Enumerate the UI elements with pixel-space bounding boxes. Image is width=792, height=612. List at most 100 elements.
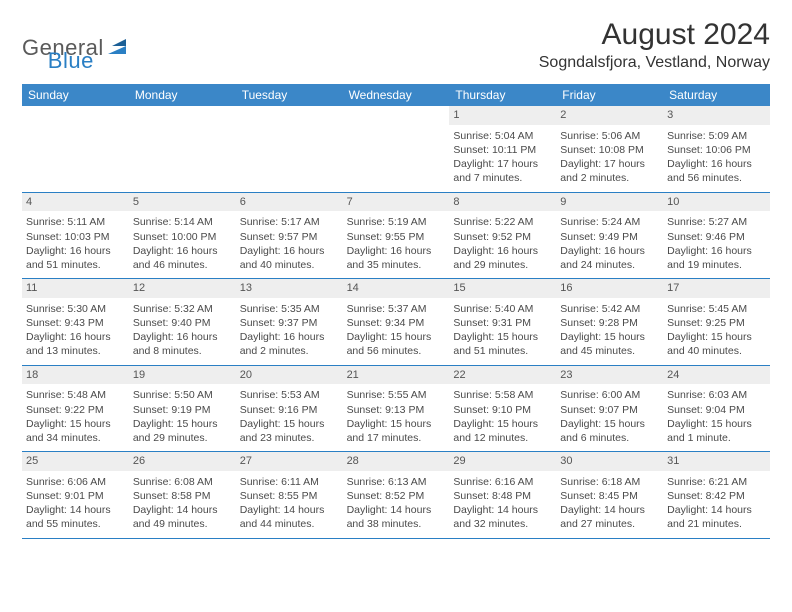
day-cell (343, 106, 450, 192)
sunrise-text: Sunrise: 5:04 AM (453, 129, 552, 143)
header: General Blue August 2024 Sogndalsfjora, … (22, 18, 770, 74)
sunset-text: Sunset: 9:37 PM (240, 316, 339, 330)
day-cell: 5Sunrise: 5:14 AMSunset: 10:00 PMDayligh… (129, 193, 236, 279)
sunset-text: Sunset: 10:00 PM (133, 230, 232, 244)
day-number: 29 (449, 452, 556, 471)
week-row: 11Sunrise: 5:30 AMSunset: 9:43 PMDayligh… (22, 279, 770, 366)
day-cell: 23Sunrise: 6:00 AMSunset: 9:07 PMDayligh… (556, 366, 663, 452)
day-number: 22 (449, 366, 556, 385)
day-number: 28 (343, 452, 450, 471)
sunrise-text: Sunrise: 6:00 AM (560, 388, 659, 402)
sunset-text: Sunset: 9:28 PM (560, 316, 659, 330)
daylight-text: Daylight: 14 hours and 38 minutes. (347, 503, 446, 531)
sunset-text: Sunset: 8:58 PM (133, 489, 232, 503)
weekday-header: Wednesday (343, 84, 450, 106)
day-number: 20 (236, 366, 343, 385)
day-number: 30 (556, 452, 663, 471)
day-number: 24 (663, 366, 770, 385)
sunset-text: Sunset: 9:19 PM (133, 403, 232, 417)
daylight-text: Daylight: 15 hours and 6 minutes. (560, 417, 659, 445)
sunrise-text: Sunrise: 6:03 AM (667, 388, 766, 402)
weekday-header-row: Sunday Monday Tuesday Wednesday Thursday… (22, 84, 770, 106)
daylight-text: Daylight: 15 hours and 34 minutes. (26, 417, 125, 445)
daylight-text: Daylight: 14 hours and 21 minutes. (667, 503, 766, 531)
day-number: 1 (449, 106, 556, 125)
day-number: 13 (236, 279, 343, 298)
weekday-header: Tuesday (236, 84, 343, 106)
day-cell: 28Sunrise: 6:13 AMSunset: 8:52 PMDayligh… (343, 452, 450, 538)
week-row: 18Sunrise: 5:48 AMSunset: 9:22 PMDayligh… (22, 366, 770, 453)
logo-mark-icon (108, 37, 130, 60)
day-cell: 31Sunrise: 6:21 AMSunset: 8:42 PMDayligh… (663, 452, 770, 538)
day-cell: 21Sunrise: 5:55 AMSunset: 9:13 PMDayligh… (343, 366, 450, 452)
daylight-text: Daylight: 16 hours and 35 minutes. (347, 244, 446, 272)
day-cell: 13Sunrise: 5:35 AMSunset: 9:37 PMDayligh… (236, 279, 343, 365)
sunrise-text: Sunrise: 5:06 AM (560, 129, 659, 143)
day-cell: 10Sunrise: 5:27 AMSunset: 9:46 PMDayligh… (663, 193, 770, 279)
day-cell: 29 Sunrise: 6:16 AMSunset: 8:48 PMDayligh… (449, 452, 556, 538)
day-number: 8 (449, 193, 556, 212)
day-cell: 18Sunrise: 5:48 AMSunset: 9:22 PMDayligh… (22, 366, 129, 452)
daylight-text: Daylight: 15 hours and 40 minutes. (667, 330, 766, 358)
daylight-text: Daylight: 17 hours and 7 minutes. (453, 157, 552, 185)
sunrise-text: Sunrise: 5:27 AM (667, 215, 766, 229)
day-number: 5 (129, 193, 236, 212)
day-cell: 9Sunrise: 5:24 AMSunset: 9:49 PMDaylight… (556, 193, 663, 279)
day-cell (22, 106, 129, 192)
day-cell: 16Sunrise: 5:42 AMSunset: 9:28 PMDayligh… (556, 279, 663, 365)
week-row: 25Sunrise: 6:06 AMSunset: 9:01 PMDayligh… (22, 452, 770, 539)
sunrise-text: Sunrise: 5:35 AM (240, 302, 339, 316)
day-cell: 22Sunrise: 5:58 AMSunset: 9:10 PMDayligh… (449, 366, 556, 452)
sunset-text: Sunset: 9:49 PM (560, 230, 659, 244)
sunrise-text: Sunrise: 5:53 AM (240, 388, 339, 402)
day-number: 19 (129, 366, 236, 385)
sunrise-text: Sunrise: 5:58 AM (453, 388, 552, 402)
sunset-text: Sunset: 8:48 PM (453, 489, 552, 503)
day-number: 9 (556, 193, 663, 212)
day-cell: 19Sunrise: 5:50 AMSunset: 9:19 PMDayligh… (129, 366, 236, 452)
calendar: Sunday Monday Tuesday Wednesday Thursday… (22, 84, 770, 539)
day-number: 6 (236, 193, 343, 212)
day-cell: 15Sunrise: 5:40 AMSunset: 9:31 PMDayligh… (449, 279, 556, 365)
day-cell (236, 106, 343, 192)
day-cell: 6Sunrise: 5:17 AMSunset: 9:57 PMDaylight… (236, 193, 343, 279)
sunrise-text: Sunrise: 5:17 AM (240, 215, 339, 229)
day-cell: 26Sunrise: 6:08 AMSunset: 8:58 PMDayligh… (129, 452, 236, 538)
day-cell: 20Sunrise: 5:53 AMSunset: 9:16 PMDayligh… (236, 366, 343, 452)
sunrise-text: Sunrise: 5:40 AM (453, 302, 552, 316)
day-cell: 4Sunrise: 5:11 AMSunset: 10:03 PMDayligh… (22, 193, 129, 279)
daylight-text: Daylight: 14 hours and 32 minutes. (453, 503, 552, 531)
week-row: 4Sunrise: 5:11 AMSunset: 10:03 PMDayligh… (22, 193, 770, 280)
sunrise-text: Sunrise: 6:16 AM (453, 475, 552, 489)
sunrise-text: Sunrise: 5:42 AM (560, 302, 659, 316)
day-number: 10 (663, 193, 770, 212)
sunset-text: Sunset: 9:25 PM (667, 316, 766, 330)
sunset-text: Sunset: 9:52 PM (453, 230, 552, 244)
day-cell: 7Sunrise: 5:19 AMSunset: 9:55 PMDaylight… (343, 193, 450, 279)
sunrise-text: Sunrise: 5:30 AM (26, 302, 125, 316)
day-number: 3 (663, 106, 770, 125)
day-number: 25 (22, 452, 129, 471)
sunset-text: Sunset: 9:34 PM (347, 316, 446, 330)
sunset-text: Sunset: 9:04 PM (667, 403, 766, 417)
sunrise-text: Sunrise: 5:48 AM (26, 388, 125, 402)
daylight-text: Daylight: 14 hours and 44 minutes. (240, 503, 339, 531)
daylight-text: Daylight: 15 hours and 23 minutes. (240, 417, 339, 445)
sunrise-text: Sunrise: 5:55 AM (347, 388, 446, 402)
day-cell: 8Sunrise: 5:22 AMSunset: 9:52 PMDaylight… (449, 193, 556, 279)
day-cell: 24Sunrise: 6:03 AMSunset: 9:04 PMDayligh… (663, 366, 770, 452)
day-number: 23 (556, 366, 663, 385)
daylight-text: Daylight: 16 hours and 29 minutes. (453, 244, 552, 272)
sunset-text: Sunset: 10:03 PM (26, 230, 125, 244)
day-number: 18 (22, 366, 129, 385)
sunset-text: Sunset: 8:55 PM (240, 489, 339, 503)
weeks-container: 1Sunrise: 5:04 AMSunset: 10:11 PMDayligh… (22, 106, 770, 539)
sunrise-text: Sunrise: 6:13 AM (347, 475, 446, 489)
title-block: August 2024 Sogndalsfjora, Vestland, Nor… (539, 18, 770, 72)
day-cell: 3Sunrise: 5:09 AMSunset: 10:06 PMDayligh… (663, 106, 770, 192)
sunrise-text: Sunrise: 5:24 AM (560, 215, 659, 229)
sunset-text: Sunset: 9:31 PM (453, 316, 552, 330)
sunset-text: Sunset: 9:55 PM (347, 230, 446, 244)
sunrise-text: Sunrise: 6:08 AM (133, 475, 232, 489)
daylight-text: Daylight: 16 hours and 56 minutes. (667, 157, 766, 185)
